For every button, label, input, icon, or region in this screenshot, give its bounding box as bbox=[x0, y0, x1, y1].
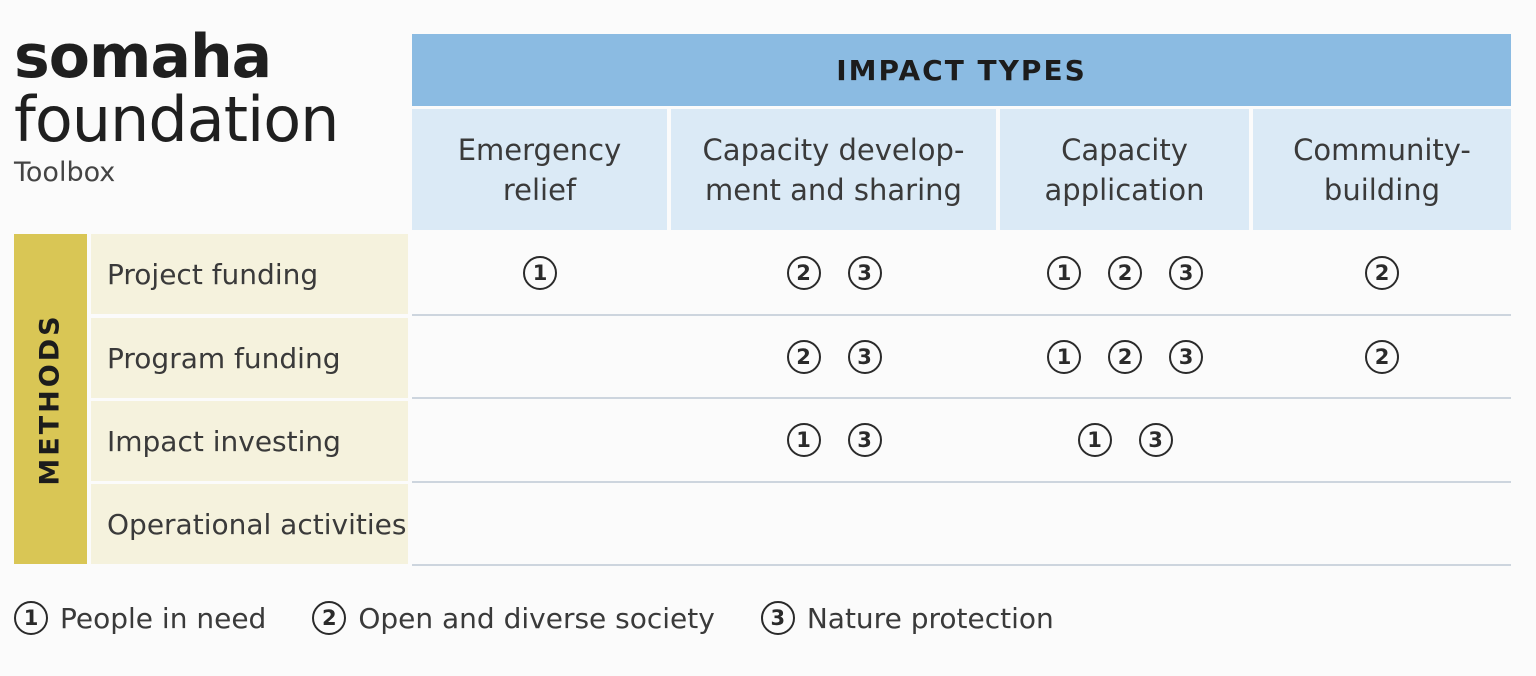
row-divider bbox=[412, 397, 1511, 399]
impact-marker-1: 1 bbox=[786, 423, 821, 457]
legend-label: Nature protection bbox=[806, 601, 1054, 635]
legend-marker-1: 1 bbox=[14, 601, 48, 635]
impact-marker-2: 2 bbox=[786, 340, 821, 374]
brand-logo: somaha foundation Toolbox bbox=[14, 22, 339, 190]
impact-marker-2: 2 bbox=[1108, 340, 1142, 374]
impact-types-header: IMPACT TYPES bbox=[412, 34, 1511, 106]
impact-type-capacity-application: Capacity application bbox=[1000, 109, 1249, 230]
impact-marker-2: 2 bbox=[1108, 256, 1142, 290]
impact-marker-1: 1 bbox=[1077, 423, 1112, 457]
row-divider bbox=[412, 314, 1511, 316]
impact-type-capacity-development: Capacity develop- ment and sharing bbox=[671, 109, 996, 230]
legend-item: 3 Nature protection bbox=[760, 601, 1054, 635]
impact-type-community-building: Community- building bbox=[1253, 109, 1511, 230]
impact-marker-3: 3 bbox=[1169, 256, 1203, 290]
impact-marker-2: 2 bbox=[1365, 256, 1399, 290]
methods-label: METHODS bbox=[35, 312, 67, 486]
impact-marker-2: 2 bbox=[1365, 340, 1399, 374]
method-impact-investing: Impact investing bbox=[91, 401, 408, 481]
method-operational-activities: Operational activities bbox=[91, 484, 408, 564]
brand-name-line1: somaha bbox=[14, 22, 272, 92]
row-divider bbox=[412, 564, 1511, 566]
impact-marker-3: 3 bbox=[847, 340, 882, 374]
impact-marker-3: 3 bbox=[1138, 423, 1173, 457]
legend: 1 People in need 2 Open and diverse soci… bbox=[14, 600, 1100, 636]
impact-marker-1: 1 bbox=[1047, 256, 1081, 290]
legend-marker-2: 2 bbox=[312, 601, 347, 635]
legend-marker-3: 3 bbox=[760, 601, 795, 635]
row-divider bbox=[412, 481, 1511, 483]
impact-marker-3: 3 bbox=[847, 423, 882, 457]
impact-marker-1: 1 bbox=[1047, 340, 1081, 374]
legend-item: 1 People in need bbox=[14, 601, 266, 635]
impact-marker-1: 1 bbox=[523, 256, 557, 290]
method-program-funding: Program funding bbox=[91, 318, 408, 398]
legend-label: People in need bbox=[60, 601, 267, 635]
method-project-funding: Project funding bbox=[91, 234, 408, 314]
brand-name-line2: foundation bbox=[14, 83, 339, 156]
impact-marker-2: 2 bbox=[786, 256, 821, 290]
impact-marker-3: 3 bbox=[1169, 340, 1203, 374]
impact-type-emergency-relief: Emergency relief bbox=[412, 109, 667, 230]
legend-item: 2 Open and diverse society bbox=[312, 601, 715, 635]
brand-subtitle: Toolbox bbox=[14, 157, 116, 188]
methods-bar: METHODS bbox=[14, 234, 87, 564]
legend-label: Open and diverse society bbox=[358, 601, 715, 635]
impact-marker-3: 3 bbox=[847, 256, 882, 290]
